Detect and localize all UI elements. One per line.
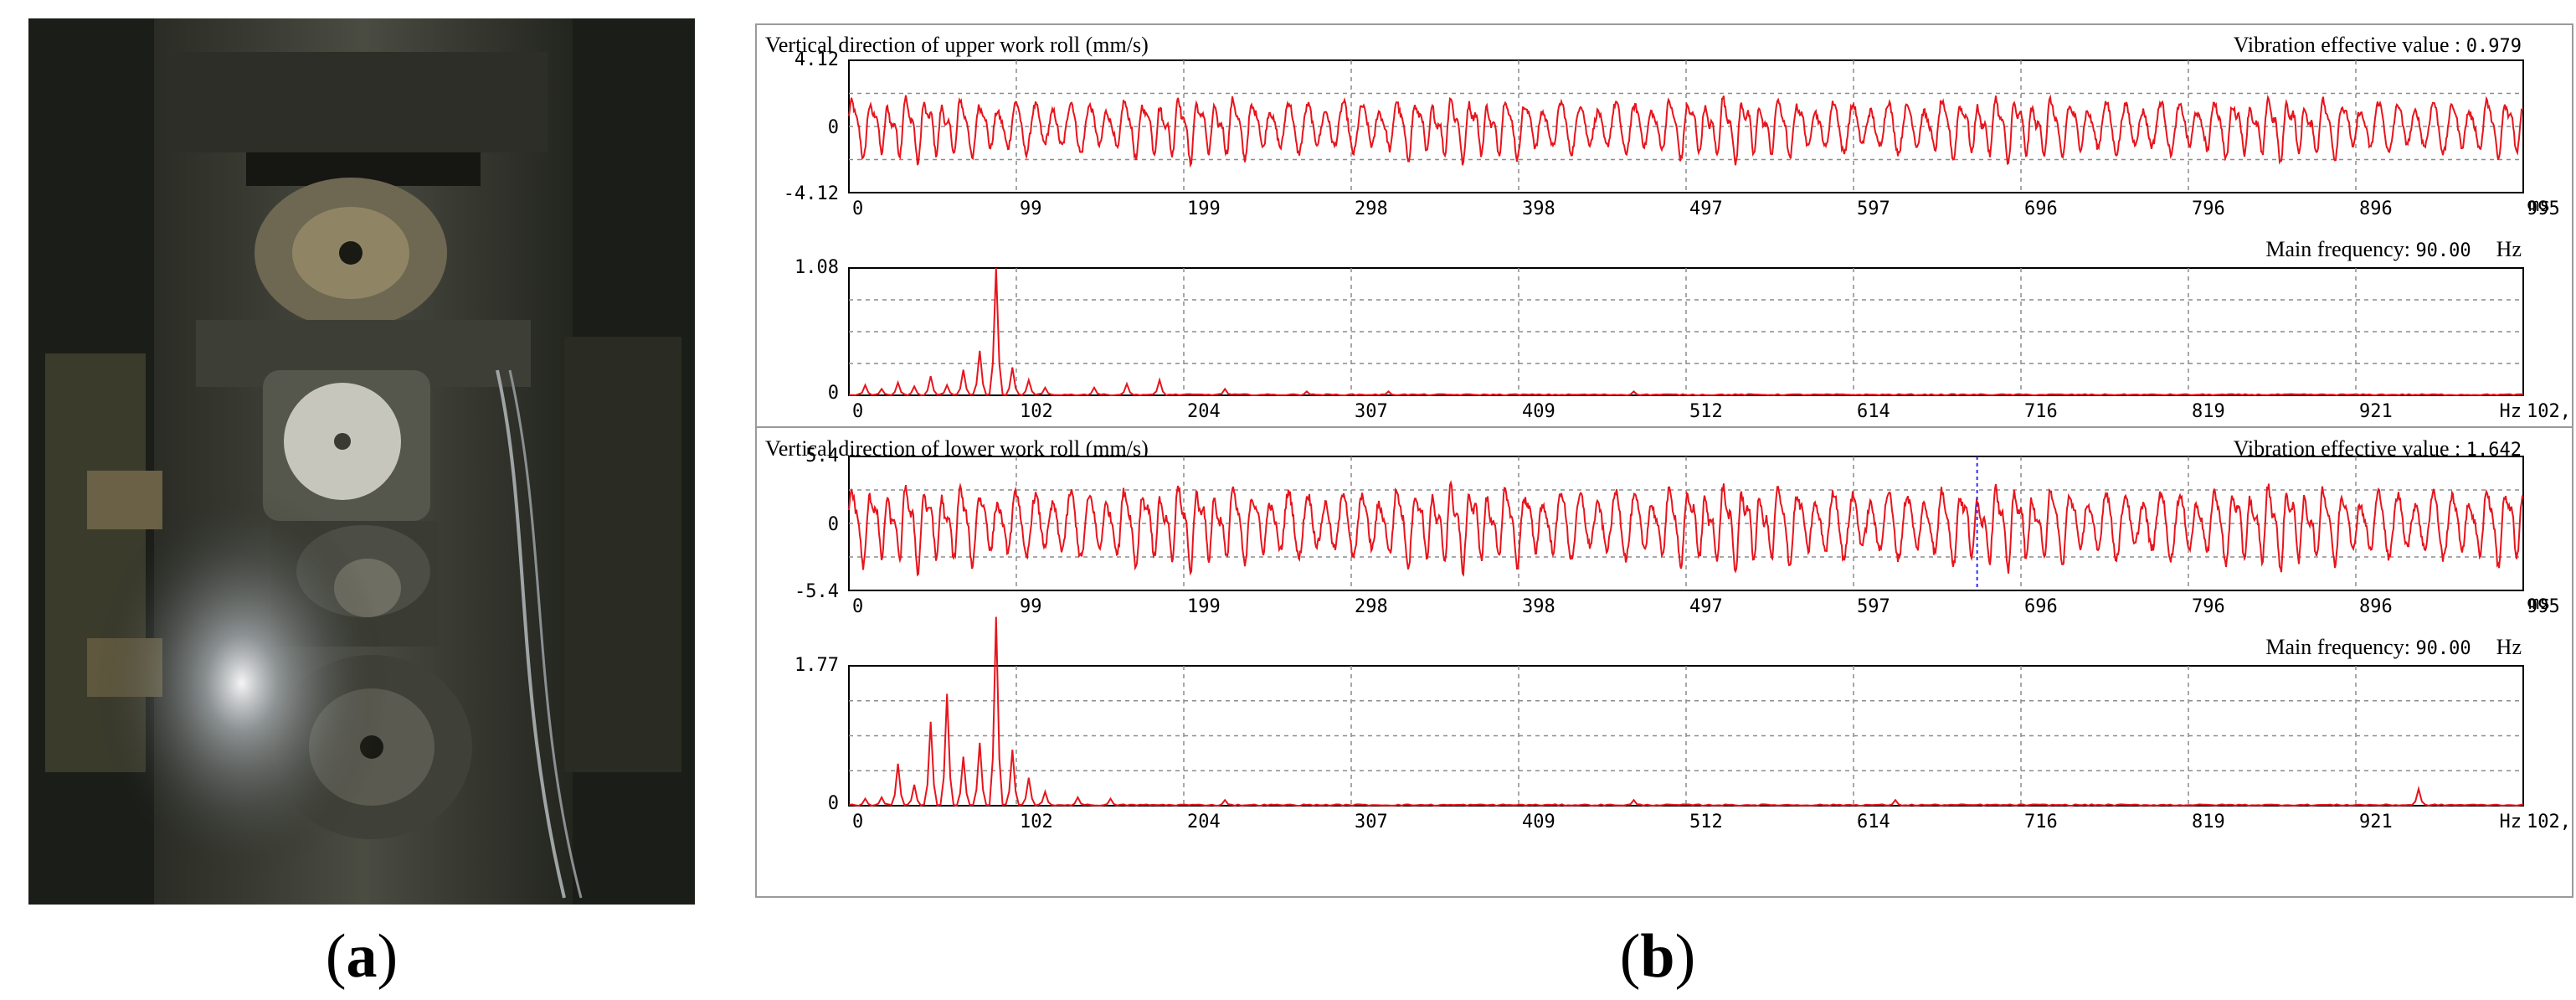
- x-tick-label: 0: [852, 401, 863, 422]
- x-tick-label: 307: [1355, 812, 1388, 832]
- chart-stat: Vibration effective value : 0.979: [2234, 33, 2522, 57]
- chart-3: Vertical direction of lower work roll (m…: [765, 436, 2560, 617]
- x-tick-label: 896: [2359, 596, 2393, 617]
- chart-4: Main frequency: 90.00 Hz 1.77 00 102 204 307 40…: [794, 616, 2572, 832]
- x-tick-label: 716: [2024, 401, 2058, 422]
- x-tick-label: 597: [1857, 198, 1890, 219]
- x-tick-label: 409: [1522, 812, 1555, 832]
- x-tick-label: 819: [2192, 401, 2225, 422]
- series-line: [848, 267, 2524, 397]
- x-tick-label: 796: [2192, 198, 2225, 219]
- x-tick-label: 716: [2024, 812, 2058, 832]
- x-tick-label: 995: [2527, 596, 2560, 617]
- y-tick-label: -5.4: [794, 581, 839, 602]
- x-tick-label: 398: [1522, 596, 1555, 617]
- x-tick-label: 298: [1355, 198, 1388, 219]
- x-unit-label: ms: [2528, 195, 2551, 216]
- caption-b: (b): [1619, 922, 1696, 991]
- x-tick-label: 614: [1857, 812, 1890, 832]
- y-tick-label: 0: [828, 117, 839, 138]
- x-tick-label: 307: [1355, 401, 1388, 422]
- y-tick-label: -4.12: [784, 183, 839, 204]
- vibration-charts: Vertical direction of upper work roll (m…: [757, 33, 2572, 832]
- x-tick-label: 0: [852, 812, 863, 832]
- y-tick-label: 0: [828, 383, 839, 404]
- x-tick-label: 298: [1355, 596, 1388, 617]
- x-tick-label: 995: [2527, 198, 2560, 219]
- y-tick-label: 4.12: [794, 49, 839, 70]
- x-tick-label: 99: [1020, 198, 1042, 219]
- y-tick-label: 1.08: [794, 257, 839, 278]
- rolling-mill-stand-photo-icon: [28, 18, 695, 905]
- x-tick-label: 204: [1187, 812, 1221, 832]
- chart-stat: Main frequency: 90.00 Hz: [2265, 635, 2522, 659]
- x-tick-label: 99: [1020, 596, 1042, 617]
- x-tick-label: 398: [1522, 198, 1555, 219]
- x-tick-label: 102,4: [2527, 401, 2572, 422]
- chart-stat: Main frequency: 90.00 Hz: [2265, 237, 2522, 261]
- chart-2: Main frequency: 90.00 Hz 1.08 00 102 204 307 40…: [794, 237, 2572, 422]
- y-tick-label: 1.77: [794, 655, 839, 676]
- x-tick-label: 409: [1522, 401, 1555, 422]
- x-tick-label: 614: [1857, 401, 1890, 422]
- series-line: [848, 616, 2524, 807]
- x-tick-label: 896: [2359, 198, 2393, 219]
- x-unit-label: ms: [2528, 593, 2551, 614]
- series-line: [848, 94, 2524, 168]
- x-tick-label: 102,4: [2527, 812, 2572, 832]
- x-tick-label: 497: [1689, 198, 1723, 219]
- y-tick-label: 5.4: [805, 446, 839, 466]
- x-tick-label: 796: [2192, 596, 2225, 617]
- caption-a: (a): [325, 922, 398, 991]
- x-tick-label: 0: [852, 198, 863, 219]
- x-unit-label: Hz: [2500, 401, 2522, 422]
- x-tick-label: 512: [1689, 812, 1723, 832]
- x-tick-label: 819: [2192, 812, 2225, 832]
- x-tick-label: 696: [2024, 596, 2058, 617]
- y-tick-label: 0: [828, 793, 839, 814]
- vibration-analysis-panel: Vertical direction of upper work roll (m…: [755, 23, 2573, 898]
- x-unit-label: Hz: [2500, 812, 2522, 832]
- chart-title: Vertical direction of upper work roll (m…: [765, 33, 1149, 57]
- x-tick-label: 696: [2024, 198, 2058, 219]
- x-tick-label: 102: [1020, 401, 1053, 422]
- x-tick-label: 597: [1857, 596, 1890, 617]
- x-tick-label: 204: [1187, 401, 1221, 422]
- x-tick-label: 512: [1689, 401, 1723, 422]
- x-tick-label: 921: [2359, 812, 2393, 832]
- x-tick-label: 199: [1187, 596, 1221, 617]
- x-tick-label: 0: [852, 596, 863, 617]
- x-tick-label: 199: [1187, 198, 1221, 219]
- x-tick-label: 497: [1689, 596, 1723, 617]
- x-tick-label: 921: [2359, 401, 2393, 422]
- y-tick-label: 0: [828, 514, 839, 535]
- series-line: [848, 480, 2524, 577]
- rolling-mill-photo: [28, 18, 695, 905]
- chart-1: Vertical direction of upper work roll (m…: [765, 33, 2560, 219]
- x-tick-label: 102: [1020, 812, 1053, 832]
